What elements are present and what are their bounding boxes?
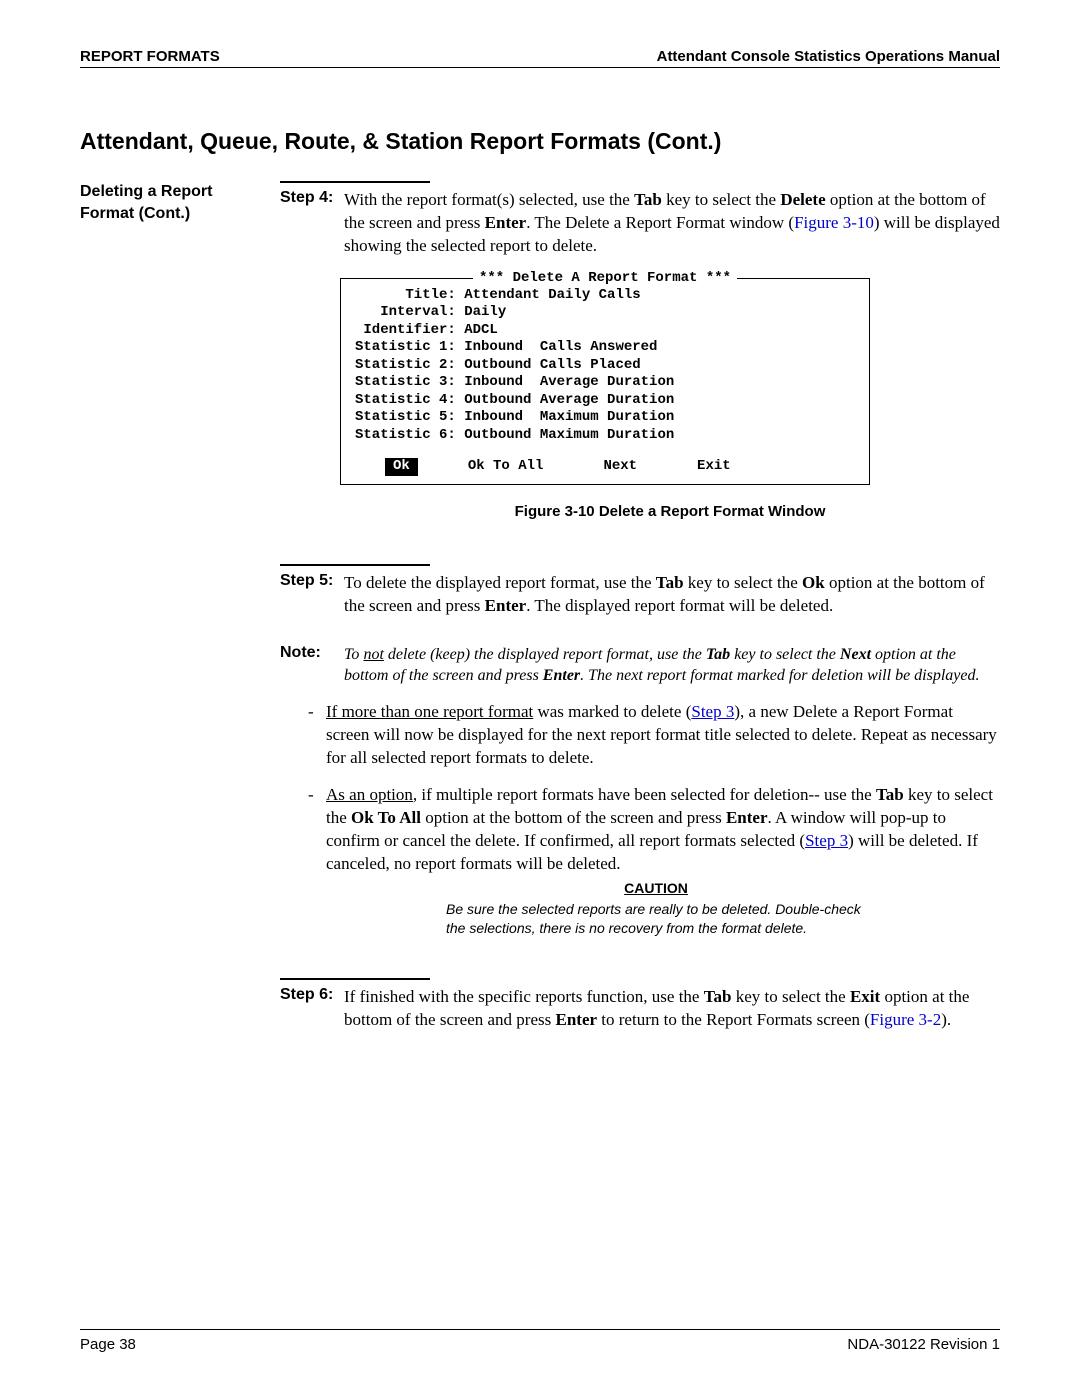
- term-row: Statistic 5: Inbound Maximum Duration: [355, 409, 855, 427]
- option-ok: Ok: [802, 573, 825, 592]
- figure-ref[interactable]: Figure 3-2: [870, 1010, 941, 1029]
- key-tab: Tab: [704, 987, 732, 1006]
- main-column: Step 4: With the report format(s) select…: [280, 181, 1000, 1038]
- term-next-button[interactable]: Next: [603, 458, 637, 476]
- section-rule: [280, 564, 430, 566]
- term-okall-button[interactable]: Ok To All: [468, 458, 544, 476]
- side-heading: Deleting a Report Format (Cont.): [80, 181, 280, 224]
- figure-caption: Figure 3-10 Delete a Report Format Windo…: [340, 503, 1000, 520]
- note-body: To not delete (keep) the displayed repor…: [344, 644, 1000, 687]
- key-enter: Enter: [485, 596, 527, 615]
- text: , if multiple report formats have been s…: [413, 785, 876, 804]
- step-5-body: To delete the displayed report format, u…: [344, 572, 1000, 618]
- text: To: [344, 646, 363, 663]
- step-6: Step 6: If finished with the specific re…: [280, 986, 1000, 1032]
- key-enter: Enter: [543, 667, 580, 684]
- text: option at the bottom of the screen and p…: [421, 808, 726, 827]
- term-row: Statistic 3: Inbound Average Duration: [355, 374, 855, 392]
- key-tab: Tab: [656, 573, 684, 592]
- text: key to select the: [731, 987, 850, 1006]
- step-5: Step 5: To delete the displayed report f…: [280, 572, 1000, 618]
- term-row: Statistic 1: Inbound Calls Answered: [355, 339, 855, 357]
- term-row: Statistic 6: Outbound Maximum Duration: [355, 427, 855, 445]
- terminal-title: *** Delete A Report Format ***: [473, 270, 737, 288]
- bullet-item: If more than one report format was marke…: [308, 701, 1000, 770]
- key-tab: Tab: [706, 646, 730, 663]
- term-row: Statistic 4: Outbound Average Duration: [355, 392, 855, 410]
- page: REPORT FORMATS Attendant Console Statist…: [0, 0, 1080, 1397]
- section-rule: [280, 978, 430, 980]
- page-title: Attendant, Queue, Route, & Station Repor…: [80, 128, 1000, 155]
- content: Deleting a Report Format (Cont.) Step 4:…: [80, 181, 1000, 1038]
- key-enter: Enter: [556, 1010, 598, 1029]
- step-4-label: Step 4:: [280, 189, 344, 207]
- text: key to select the: [730, 646, 840, 663]
- header-right: Attendant Console Statistics Operations …: [657, 48, 1000, 65]
- side-heading-l2: Format (Cont.): [80, 203, 280, 225]
- text: As an option: [326, 785, 413, 804]
- footer: Page 38 NDA-30122 Revision 1: [80, 1329, 1000, 1353]
- header-left: REPORT FORMATS: [80, 48, 220, 65]
- term-row: Identifier: ADCL: [355, 322, 855, 340]
- note-label: Note:: [280, 644, 344, 662]
- key-enter: Enter: [485, 213, 527, 232]
- caution-body: Be sure the selected reports are really …: [446, 900, 866, 938]
- section-rule: [280, 181, 430, 183]
- term-row: Title: Attendant Daily Calls: [355, 287, 855, 305]
- step-4-body: With the report format(s) selected, use …: [344, 189, 1000, 258]
- step-5-label: Step 5:: [280, 572, 344, 590]
- bullet-list: If more than one report format was marke…: [280, 701, 1000, 938]
- key-enter: Enter: [726, 808, 768, 827]
- caution-block: CAUTION Be sure the selected reports are…: [446, 879, 866, 938]
- figure-ref[interactable]: Figure 3-10: [794, 213, 874, 232]
- step-6-body: If finished with the specific reports fu…: [344, 986, 1000, 1032]
- text: . The next report format marked for dele…: [580, 667, 979, 684]
- terminal-wrap: *** Delete A Report Format *** Title: At…: [340, 278, 1000, 520]
- text: If more than one report format: [326, 702, 533, 721]
- key-tab: Tab: [876, 785, 904, 804]
- step-6-label: Step 6:: [280, 986, 344, 1004]
- footer-left: Page 38: [80, 1336, 136, 1353]
- terminal-window: *** Delete A Report Format *** Title: At…: [340, 278, 870, 485]
- text: . The Delete a Report Format window (: [526, 213, 794, 232]
- text: delete (keep) the displayed report forma…: [384, 646, 706, 663]
- bullet-item: As an option, if multiple report formats…: [308, 784, 1000, 938]
- option-delete: Delete: [780, 190, 825, 209]
- text-not: not: [363, 646, 383, 663]
- term-row: Interval: Daily: [355, 304, 855, 322]
- text: . The displayed report format will be de…: [526, 596, 833, 615]
- option-next: Next: [840, 646, 871, 663]
- option-exit: Exit: [850, 987, 880, 1006]
- term-ok-button[interactable]: Ok: [385, 458, 418, 476]
- text: key to select the: [662, 190, 781, 209]
- term-exit-button[interactable]: Exit: [697, 458, 731, 476]
- text: ).: [941, 1010, 951, 1029]
- text: to return to the Report Formats screen (: [597, 1010, 870, 1029]
- key-tab: Tab: [634, 190, 662, 209]
- step-ref[interactable]: Step 3: [805, 831, 848, 850]
- text: With the report format(s) selected, use …: [344, 190, 634, 209]
- term-row: Statistic 2: Outbound Calls Placed: [355, 357, 855, 375]
- option-okall: Ok To All: [351, 808, 421, 827]
- caution-title: CAUTION: [446, 879, 866, 898]
- text: key to select the: [684, 573, 803, 592]
- step-ref[interactable]: Step 3: [691, 702, 734, 721]
- text: If finished with the specific reports fu…: [344, 987, 704, 1006]
- header: REPORT FORMATS Attendant Console Statist…: [80, 48, 1000, 68]
- step-4: Step 4: With the report format(s) select…: [280, 189, 1000, 258]
- note: Note: To not delete (keep) the displayed…: [280, 644, 1000, 687]
- text: To delete the displayed report format, u…: [344, 573, 656, 592]
- side-heading-l1: Deleting a Report: [80, 181, 280, 203]
- footer-right: NDA-30122 Revision 1: [847, 1336, 1000, 1353]
- terminal-buttons: Ok Ok To All Next Exit: [355, 456, 855, 476]
- text: was marked to delete (: [533, 702, 691, 721]
